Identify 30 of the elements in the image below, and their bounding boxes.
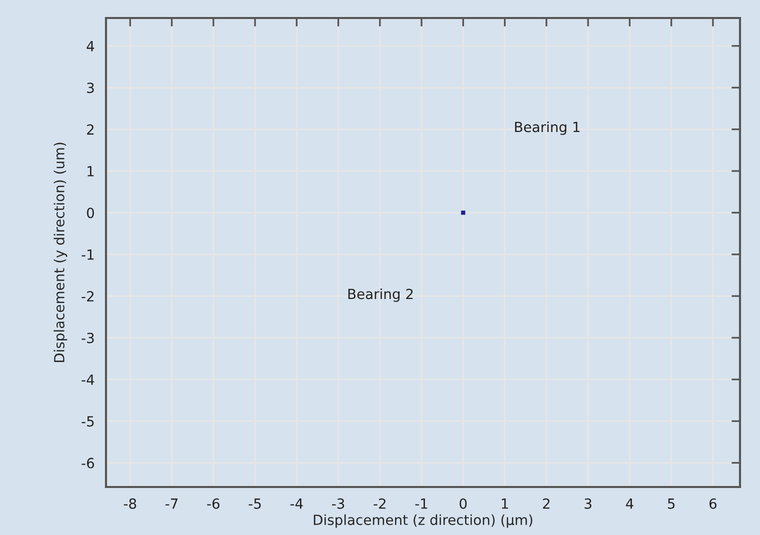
x-tick-label: -5	[248, 498, 261, 509]
x-tick-label: -6	[207, 498, 220, 509]
y-tick-label: -5	[82, 416, 94, 427]
x-tick-label: 6	[709, 498, 716, 509]
x-tick-label: 0	[460, 498, 467, 509]
annotation: Bearing 2	[348, 288, 413, 302]
y-tick-label: 3	[87, 82, 94, 94]
y-tick-label: -6	[82, 458, 94, 468]
x-tick-label: 3	[584, 498, 592, 509]
x-tick-label: -2	[374, 498, 386, 509]
y-tick-label: 4	[86, 41, 94, 52]
y-tick-label: -4	[82, 374, 94, 385]
annotation: Bearing 1	[515, 121, 580, 135]
x-tick-label: 5	[668, 498, 675, 509]
y-tick-label: 0	[86, 208, 94, 218]
x-tick-label: -4	[290, 498, 303, 509]
x-tick-label: -7	[166, 498, 178, 509]
y-tick-label: -1	[82, 250, 94, 260]
x-axis-title: Displacement (z direction) (µm)	[314, 514, 532, 528]
x-tick-label: -1	[415, 498, 428, 509]
y-tick-label: 1	[88, 166, 94, 176]
x-tick-label: -8	[124, 498, 136, 509]
x-tick-label: 4	[626, 498, 634, 509]
y-tick-label: -2	[82, 291, 94, 302]
x-tick-label: 1	[502, 498, 508, 509]
x-tick-label: -3	[332, 498, 344, 509]
y-tick-label: 2	[87, 124, 94, 135]
y-tick-label: -3	[82, 332, 94, 344]
y-axis-title: Displacement (y direction) (um)	[54, 142, 68, 362]
x-tick-label: 2	[543, 498, 550, 509]
